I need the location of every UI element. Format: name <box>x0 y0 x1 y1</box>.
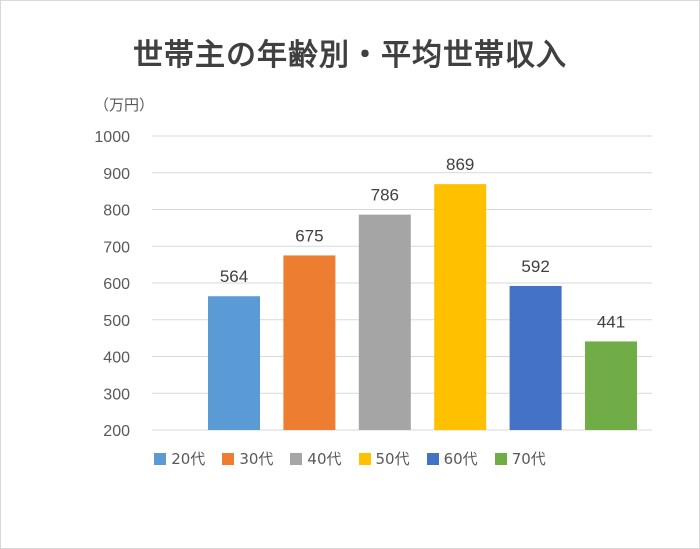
bars <box>208 184 637 430</box>
data-labels: 564 675 786 869 592 441 <box>220 155 625 331</box>
legend-swatch <box>494 452 507 465</box>
bar-6 <box>585 341 637 430</box>
bar-1 <box>208 296 260 430</box>
legend-label: 20代 <box>171 450 206 468</box>
bar-2 <box>283 255 336 430</box>
bar-4 <box>434 184 487 430</box>
legend-swatch <box>222 452 235 465</box>
data-label: 564 <box>220 267 248 286</box>
y-tick-label: 200 <box>103 423 130 440</box>
y-axis-unit-label: （万円） <box>94 96 155 114</box>
legend-item: 20代 <box>154 448 205 469</box>
legend-item: 50代 <box>358 448 410 469</box>
y-tick-label: 400 <box>103 350 130 367</box>
data-label: 869 <box>446 155 474 174</box>
legend-label: 70代 <box>511 450 546 468</box>
y-tick-label: 500 <box>103 313 130 330</box>
data-label: 675 <box>295 226 323 245</box>
chart-title: 世帯主の年齢別・平均世帯収入 <box>133 38 567 73</box>
y-tick-label: 700 <box>103 239 130 256</box>
legend-swatch <box>290 452 303 465</box>
bar-3 <box>358 214 411 430</box>
legend-swatch <box>426 452 439 465</box>
legend-item: 40代 <box>290 448 342 469</box>
y-tick-label: 900 <box>103 166 130 183</box>
legend-swatch <box>358 452 371 465</box>
legend-label: 30代 <box>239 450 274 468</box>
legend-label: 60代 <box>443 450 478 468</box>
legend-label: 40代 <box>307 450 342 468</box>
y-tick-label: 300 <box>103 386 130 403</box>
y-tick-label: 1000 <box>94 129 130 146</box>
data-label: 592 <box>521 257 549 276</box>
legend-label: 50代 <box>375 450 410 468</box>
legend-item: 60代 <box>426 448 478 469</box>
data-label: 786 <box>371 186 399 205</box>
y-axis-ticks: 200 300 400 500 600 700 800 900 1000 <box>94 129 130 440</box>
y-tick-label: 800 <box>103 203 130 220</box>
legend-swatch <box>154 452 167 465</box>
legend: 20代 30代 40代 50代 60代 70代 <box>0 448 700 469</box>
legend-item: 70代 <box>494 448 546 469</box>
legend-item: 30代 <box>222 448 273 469</box>
data-label: 441 <box>597 312 625 331</box>
bar-5 <box>509 285 562 430</box>
y-tick-label: 600 <box>103 276 130 293</box>
